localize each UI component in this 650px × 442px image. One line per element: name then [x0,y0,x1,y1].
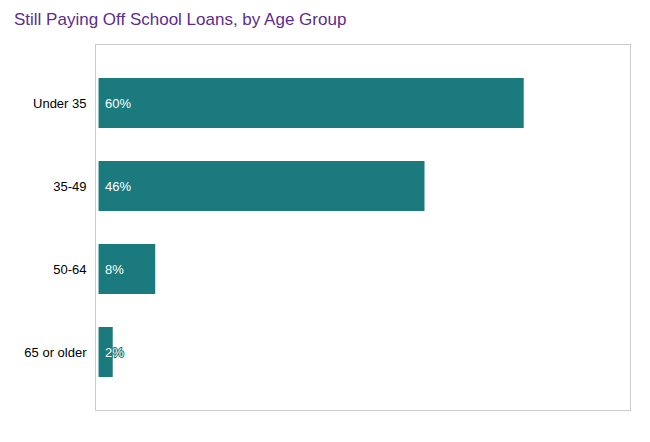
svg-text:50-64: 50-64 [53,262,86,277]
svg-text:2%: 2% [105,345,124,360]
svg-text:60%: 60% [105,96,131,111]
svg-text:Under 35: Under 35 [33,96,86,111]
svg-text:65 or older: 65 or older [24,345,87,360]
html-text:Still Paying Off School Loans,: Still Paying Off School Loans, by Age Gr… [14,10,347,29]
svg-text:35-49: 35-49 [53,179,86,194]
svg-text:8%: 8% [105,262,124,277]
svg-text:46%: 46% [105,179,131,194]
